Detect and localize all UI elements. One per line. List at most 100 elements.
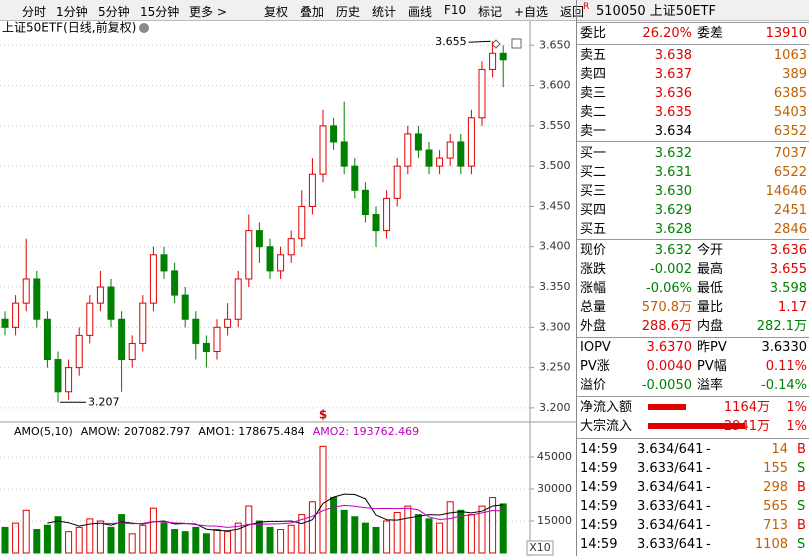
quote-cell: IOPV [580, 340, 611, 355]
tab[interactable]: 15分钟 [140, 5, 180, 19]
volume-bar [425, 518, 433, 554]
volume-bar [65, 531, 73, 554]
tool-button[interactable]: 返回 [560, 5, 585, 19]
quote-cell: B [797, 442, 806, 457]
volume-bar [33, 529, 41, 554]
candle-body [319, 125, 327, 175]
candle-body [12, 302, 20, 328]
volume-bar [277, 529, 285, 554]
volume-bar [330, 497, 338, 554]
quote-cell: 3.6370 [646, 340, 693, 355]
y-tick-label: 3.200 [539, 401, 571, 414]
volume-bar [489, 497, 497, 554]
legend-entry: AMO(5,10) [14, 425, 73, 438]
candle-body [224, 318, 232, 328]
quote-cell: 14:59 [580, 537, 618, 552]
volume-bar [224, 531, 232, 554]
candle-body [107, 286, 115, 320]
candle-body [404, 133, 412, 167]
annotation: 3.655 [435, 35, 467, 48]
volume-bar [372, 526, 380, 554]
volume-bar [192, 526, 200, 554]
tool-button[interactable]: 标记 [478, 5, 503, 19]
tool-button[interactable]: +自选 [514, 5, 549, 19]
quote-cell: 14 [771, 442, 788, 457]
quote-cell: 卖三 [580, 86, 607, 101]
candle-body [340, 141, 348, 167]
quote-cell: 涨跌 [580, 262, 607, 277]
tab[interactable]: 5分钟 [98, 5, 130, 19]
volume-bar [75, 526, 83, 554]
quote-cell: 0.11% [765, 359, 807, 374]
quote-cell: 6385 [773, 86, 807, 101]
quote-cell: 3.634 [654, 124, 692, 139]
quote-cell: 卖一 [580, 124, 607, 139]
tab[interactable]: 分时 [22, 5, 47, 19]
quote-cell: 565 [763, 499, 788, 514]
candle-body [75, 334, 83, 369]
tab[interactable]: 1分钟 [56, 5, 88, 19]
icon[interactable] [511, 38, 522, 49]
quote-cell: 288.6万 [641, 319, 692, 334]
volume-bar [414, 514, 422, 554]
quote-cell: 1108 [754, 537, 788, 552]
quote-cell: 买三 [580, 184, 607, 199]
quote-cell: 买一 [580, 146, 607, 161]
candle-body [202, 342, 210, 352]
candle-body [383, 197, 391, 232]
candle-body [171, 270, 179, 296]
candle-body [86, 302, 94, 336]
tab[interactable]: 更多 > [189, 5, 227, 19]
quote-cell: 最高 [697, 262, 724, 277]
tool-button[interactable]: 叠加 [300, 5, 325, 19]
quote-cell: 1063 [773, 48, 807, 63]
tool-button[interactable]: 画线 [408, 5, 433, 19]
quote-cell: 282.1万 [756, 319, 807, 334]
candle-body [330, 125, 338, 143]
quote-cell: 3.655 [769, 262, 807, 277]
divider [577, 44, 809, 45]
volume-bar [86, 518, 94, 554]
tool-button[interactable]: 历史 [336, 5, 361, 19]
quote-cell: 298 [763, 480, 788, 495]
volume-bar [393, 511, 401, 554]
volume-bar [213, 529, 221, 554]
tool-button[interactable]: 复权 [264, 5, 289, 19]
volume-bar [340, 509, 348, 554]
volume-bar [266, 526, 274, 554]
quote-cell: 1% [786, 400, 807, 415]
quote-cell: 14:59 [580, 518, 618, 533]
quote-cell: 溢价 [580, 378, 607, 393]
quote-cell: 3.631 [654, 165, 692, 180]
volume-bar [383, 520, 391, 554]
candle-body [160, 254, 168, 272]
quote-cell: 3.633/641 [637, 537, 704, 552]
icon[interactable] [491, 39, 501, 49]
y-tick-label: 3.550 [539, 119, 571, 132]
volume-bar [171, 529, 179, 554]
unit-box [526, 540, 554, 556]
quote-cell: 14:59 [580, 480, 618, 495]
quote-cell: 155 [763, 461, 788, 476]
volume-bar [478, 505, 486, 554]
candle-body [181, 294, 189, 320]
quote-cell: - [706, 518, 711, 533]
quote-cell: 外盘 [580, 319, 607, 334]
quote-cell: 570.8万 [641, 300, 692, 315]
quote-cell: 卖二 [580, 105, 607, 120]
quote-cell: 2451 [773, 203, 807, 218]
volume-bar [308, 501, 316, 554]
candle-body [33, 278, 41, 320]
chart-bg [0, 21, 577, 556]
candle-body [213, 326, 221, 352]
quote-cell: - [706, 442, 711, 457]
divider [577, 141, 809, 142]
title-menu[interactable] [139, 23, 149, 33]
tool-button[interactable]: 统计 [372, 5, 397, 19]
volume-bar [202, 533, 210, 554]
toolbar: 分时 1分钟 5分钟 15分钟 更多 > 复权 叠加 历史 统计 画线 F10 标记 +自选 返回 [0, 0, 809, 21]
tool-button[interactable]: F10 [444, 3, 467, 17]
quote-cell: 3.634/641 [637, 518, 704, 533]
quote-cell: 13910 [765, 26, 807, 41]
quote-cell: 3.634/641 [637, 442, 704, 457]
